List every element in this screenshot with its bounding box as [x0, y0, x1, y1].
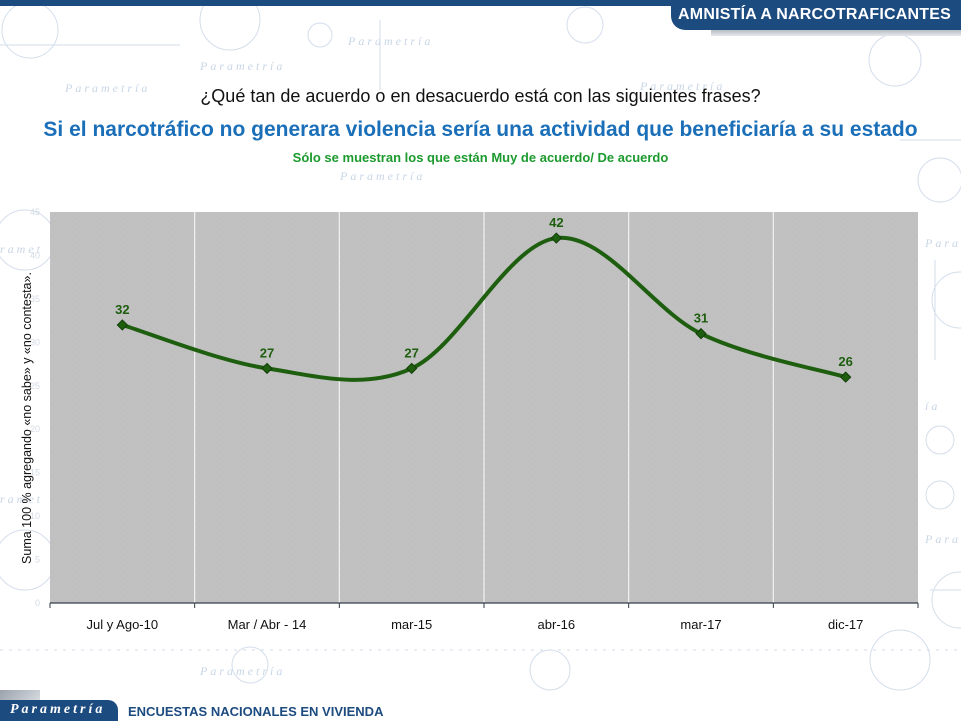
- chart-title: Si el narcotráfico no generara violencia…: [43, 118, 918, 141]
- data-label: 27: [404, 345, 418, 360]
- x-tick-label: Mar / Abr - 14: [228, 617, 307, 632]
- series-line: [120, 236, 848, 382]
- section-title-tab: [671, 0, 961, 30]
- data-label: 32: [115, 302, 129, 317]
- y-tick-label: 20: [30, 424, 40, 434]
- data-point-marker: [405, 362, 418, 375]
- y-tick-label: 35: [30, 294, 40, 304]
- chart-subtitle: Sólo se muestran los que están Muy de ac…: [292, 150, 669, 165]
- section-title: AMNISTÍA A NARCOTRAFICANTES: [678, 6, 951, 23]
- data-point-marker: [550, 232, 563, 244]
- footer-logo-box: [0, 700, 118, 721]
- data-point-marker: [261, 362, 273, 375]
- y-tick-label: 10: [30, 511, 40, 521]
- survey-question: ¿Qué tan de acuerdo o en desacuerdo está…: [200, 86, 761, 106]
- y-tick-label: 40: [30, 250, 40, 260]
- data-label: 42: [549, 215, 563, 230]
- data-label: 27: [260, 345, 274, 360]
- y-tick-label: 45: [30, 207, 40, 217]
- footer-label: ENCUESTAS NACIONALES EN VIVIENDA: [128, 704, 384, 719]
- y-tick-label: 30: [30, 337, 40, 347]
- x-tick-label: mar-15: [391, 617, 432, 632]
- data-point-marker: [695, 327, 707, 340]
- y-axis-label: Suma 100 % agregando «no sabe» y «no con…: [20, 272, 34, 564]
- y-tick-label: 15: [30, 468, 40, 478]
- y-tick-label: 0: [35, 598, 40, 608]
- parametria-logo: Parametría: [10, 702, 106, 717]
- x-tick-label: Jul y Ago-10: [87, 617, 159, 632]
- header-tab-shadow: [711, 30, 961, 36]
- data-label: 26: [838, 354, 852, 369]
- data-point-marker: [116, 319, 129, 331]
- data-point-marker: [839, 371, 852, 383]
- y-tick-label: 25: [30, 381, 40, 391]
- header-bar: [0, 0, 961, 6]
- x-tick-label: mar-17: [680, 617, 721, 632]
- data-label: 31: [694, 311, 708, 326]
- y-tick-label: 5: [35, 555, 40, 565]
- x-tick-label: abr-16: [538, 617, 576, 632]
- x-tick-label: dic-17: [828, 617, 863, 632]
- footer-logo-shadow: [0, 690, 40, 702]
